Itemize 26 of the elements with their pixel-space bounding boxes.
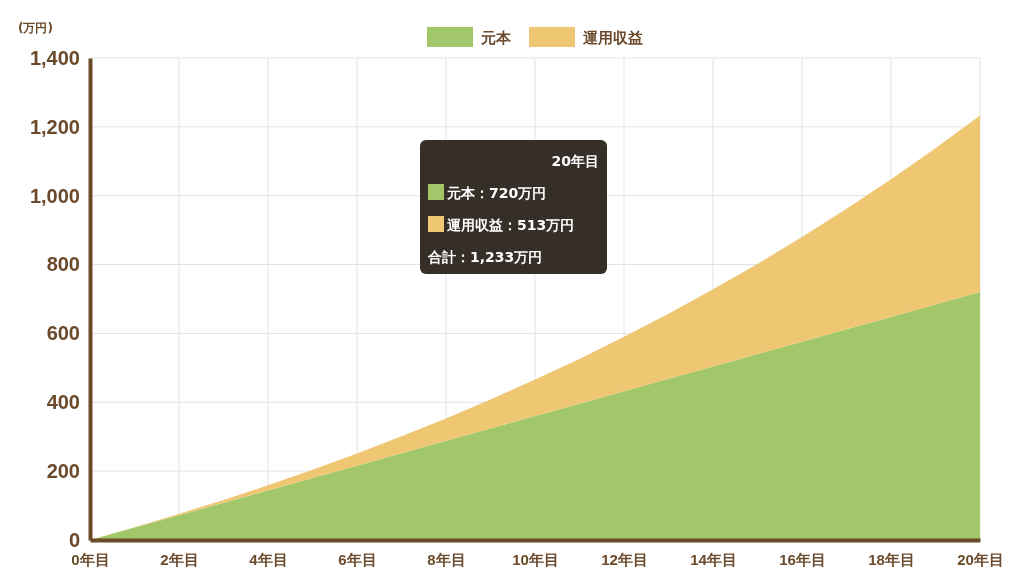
y-tick-label: 400 (46, 391, 80, 414)
y-axis-title: (万円) (18, 21, 53, 35)
x-tick-label: 20年目 (957, 550, 1004, 568)
x-tick-label: 0年目 (71, 550, 110, 568)
y-tick-label: 1,000 (29, 184, 80, 207)
y-tick-label: 1,200 (29, 115, 80, 138)
y-tick-label: 600 (46, 322, 80, 345)
x-tick-label: 18年目 (868, 550, 915, 568)
x-tick-label: 14年目 (690, 550, 737, 568)
legend-label: 運用収益 (582, 29, 643, 47)
x-tick-label: 10年目 (512, 550, 559, 568)
y-tick-label: 200 (46, 460, 80, 483)
annotation: 運用収益：513万円 (446, 217, 575, 233)
x-tick-label: 16年目 (779, 550, 826, 568)
annotation: 20年目 (551, 153, 599, 169)
y-tick-label: 800 (46, 253, 80, 276)
y-tick-label: 0 (68, 528, 80, 551)
legend-label: 元本 (480, 29, 512, 47)
annotation: 合計：1,233万円 (427, 249, 543, 265)
x-tick-label: 2年目 (160, 550, 199, 568)
y-tick-label: 1,400 (29, 46, 80, 69)
x-tick-label: 4年目 (249, 550, 288, 568)
x-tick-label: 6年目 (338, 550, 377, 568)
annotation: 元本：720万円 (446, 185, 547, 201)
x-tick-label: 8年目 (427, 550, 466, 568)
x-tick-label: 12年目 (601, 550, 648, 568)
